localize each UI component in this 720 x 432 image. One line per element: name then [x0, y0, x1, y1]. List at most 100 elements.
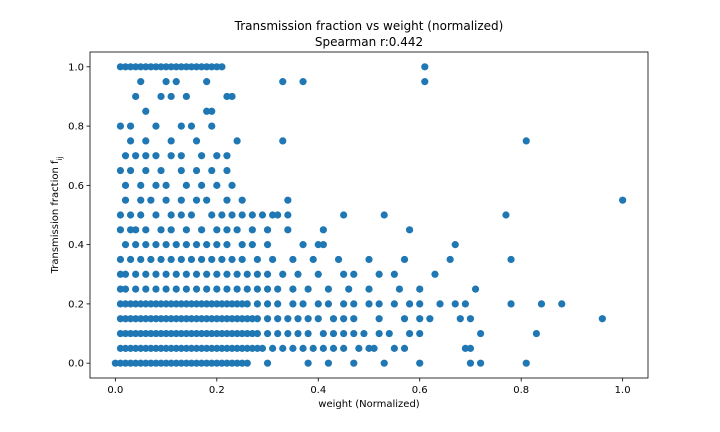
scatter-point [238, 300, 246, 308]
scatter-point [253, 270, 261, 278]
scatter-point [203, 315, 211, 323]
scatter-point [152, 285, 160, 293]
scatter-point [319, 344, 327, 352]
scatter-point [198, 300, 206, 308]
scatter-point [172, 78, 180, 86]
scatter-point [223, 344, 231, 352]
scatter-point [507, 300, 515, 308]
scatter-point [223, 329, 231, 338]
scatter-point [263, 226, 272, 234]
scatter-point [218, 344, 226, 352]
scatter-point [238, 196, 246, 204]
scatter-point [137, 78, 145, 86]
scatter-point [248, 329, 256, 338]
scatter-point [126, 137, 135, 145]
scatter-point [192, 196, 201, 204]
scatter-point [350, 315, 358, 323]
scatter-point [152, 211, 160, 219]
scatter-point [309, 344, 317, 352]
scatter-point [314, 241, 322, 249]
scatter-point [192, 270, 201, 278]
scatter-point [213, 152, 221, 160]
scatter-point [147, 359, 155, 367]
scatter-point [284, 226, 292, 234]
scatter-point [238, 211, 246, 219]
scatter-point [162, 181, 170, 189]
scatter-point [334, 255, 343, 264]
scatter-point [162, 300, 170, 308]
scatter-point [289, 285, 297, 293]
scatter-point [213, 181, 221, 189]
scatter-point [198, 181, 206, 189]
scatter-point [258, 211, 267, 219]
scatter-point [182, 92, 190, 101]
scatter-point [598, 315, 606, 323]
scatter-point [263, 300, 272, 308]
scatter-point [203, 241, 211, 249]
scatter-point [340, 270, 348, 278]
scatter-point [466, 315, 475, 323]
scatter-point [238, 359, 246, 367]
scatter-point [370, 344, 378, 352]
scatter-point [218, 300, 226, 308]
scatter-point [243, 285, 251, 293]
scatter-point [187, 344, 196, 352]
scatter-point [116, 255, 125, 264]
scatter-point [233, 137, 241, 145]
scatter-point [162, 359, 170, 367]
scatter-point [324, 359, 333, 367]
scatter-point [182, 63, 190, 71]
scatter-point [157, 92, 165, 101]
scatter-point [309, 255, 317, 264]
scatter-point [213, 300, 221, 308]
scatter-point [507, 255, 515, 264]
y-tick-label: 0.6 [68, 181, 84, 192]
scatter-point [157, 359, 165, 367]
scatter-point [299, 300, 307, 308]
scatter-point [162, 241, 170, 249]
scatter-point [213, 329, 221, 338]
scatter-point [340, 315, 348, 323]
scatter-point [162, 63, 170, 71]
scatter-point [187, 315, 196, 323]
scatter-point [157, 63, 165, 71]
scatter-point [233, 285, 241, 293]
scatter-point [208, 255, 216, 264]
scatter-point [162, 78, 170, 86]
scatter-point [208, 107, 216, 115]
scatter-point [233, 300, 241, 308]
scatter-point [284, 196, 292, 204]
scatter-point [116, 359, 125, 367]
scatter-point [126, 359, 135, 367]
scatter-point [299, 241, 307, 249]
scatter-point [279, 344, 287, 352]
scatter-point [263, 315, 272, 323]
scatter-point [162, 315, 170, 323]
scatter-point [192, 329, 201, 338]
scatter-point [248, 241, 256, 249]
x-tick-label: 0.8 [513, 385, 529, 396]
scatter-point [223, 285, 231, 293]
scatter-point [319, 329, 327, 338]
scatter-point [223, 152, 231, 160]
scatter-point [132, 285, 140, 293]
scatter-point [203, 285, 211, 293]
scatter-point [203, 196, 211, 204]
scatter-point [405, 226, 414, 234]
scatter-point [177, 196, 185, 204]
scatter-point [365, 255, 373, 264]
scatter-point [365, 300, 373, 308]
scatter-point [400, 344, 409, 352]
scatter-point [279, 78, 287, 86]
scatter-point [274, 329, 282, 338]
scatter-point [314, 300, 322, 308]
scatter-point [167, 344, 175, 352]
scatter-point [167, 359, 175, 367]
scatter-point [162, 196, 170, 204]
scatter-point [263, 241, 272, 249]
x-tick-label: 0.2 [209, 385, 225, 396]
scatter-point [177, 315, 185, 323]
scatter-point [116, 63, 125, 71]
scatter-point [147, 196, 155, 204]
